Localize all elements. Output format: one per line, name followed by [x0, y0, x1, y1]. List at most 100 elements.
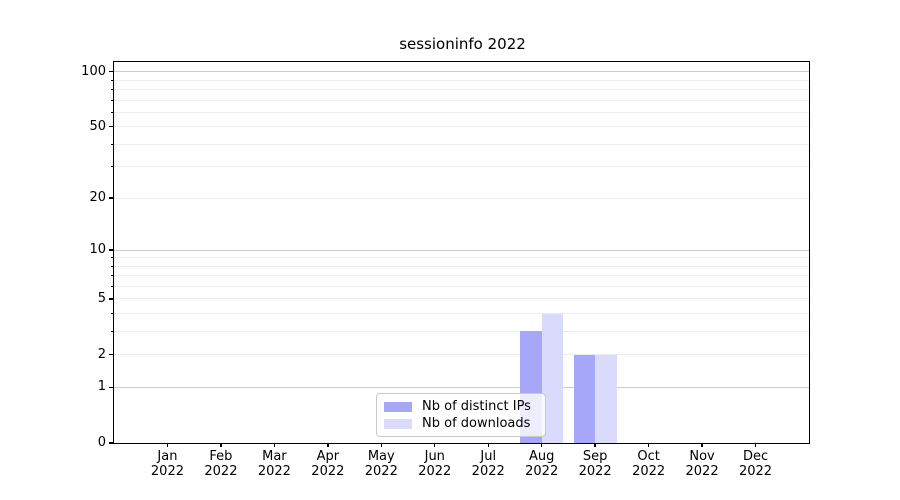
minor-gridline-8 — [114, 265, 809, 267]
y-tick-label-2: 2 — [97, 346, 106, 362]
y-tick-label-1: 1 — [97, 379, 106, 395]
x-tick-label-line: Oct — [637, 449, 660, 464]
legend-label-downloads: Nb of downloads — [422, 416, 531, 431]
bar-nb-of-downloads-sep-2022 — [595, 354, 617, 443]
x-tick-label-line: Apr — [316, 449, 340, 464]
x-tick-may-2022 — [380, 443, 382, 447]
y-minor-tick-30 — [111, 166, 113, 168]
x-tick-dec-2022 — [754, 443, 757, 447]
major-gridline-10 — [114, 249, 809, 251]
x-tick-label-line: 2022 — [257, 464, 291, 479]
y-minor-tick-6 — [111, 285, 113, 287]
minor-gridline-2 — [114, 354, 809, 356]
x-tick-label-line: 2022 — [204, 464, 238, 479]
y-tick-label-5: 5 — [97, 290, 106, 306]
x-tick-jul-2022 — [487, 443, 489, 447]
x-tick-aug-2022 — [540, 443, 543, 447]
x-tick-label-line: Nov — [689, 449, 715, 464]
y-tick-label-10: 10 — [89, 242, 106, 258]
x-tick-label-line: 2022 — [685, 464, 719, 479]
x-tick-label-line: Mar — [262, 449, 287, 464]
minor-gridline-50 — [114, 126, 809, 128]
legend-label-distinct-ips: Nb of distinct IPs — [422, 399, 531, 414]
y-minor-tick-70 — [111, 99, 113, 101]
y-tick-20 — [109, 197, 113, 199]
x-tick-label-line: Jul — [480, 449, 497, 464]
minor-gridline-3 — [114, 330, 809, 332]
x-tick-label-line: Feb — [209, 449, 233, 464]
bar-nb-of-downloads-aug-2022 — [541, 313, 564, 443]
y-minor-tick-60 — [111, 111, 113, 113]
x-tick-sep-2022 — [594, 443, 596, 447]
major-gridline-100 — [114, 71, 809, 73]
legend-swatch-downloads-icon — [384, 418, 412, 429]
x-tick-label-jun-2022: Jun 2022 — [404, 449, 466, 479]
minor-gridline-9 — [114, 257, 809, 259]
x-tick-jan-2022 — [166, 443, 169, 447]
y-tick-label-50: 50 — [89, 118, 106, 134]
x-tick-label-line: May — [367, 449, 395, 464]
y-tick-50 — [109, 126, 113, 128]
x-tick-label-line: Dec — [742, 449, 769, 464]
x-tick-oct-2022 — [647, 443, 650, 447]
x-tick-label-line: Jan — [157, 449, 178, 464]
y-tick-10 — [109, 249, 113, 251]
x-tick-apr-2022 — [327, 443, 329, 447]
y-tick-label-100: 100 — [81, 63, 106, 79]
x-tick-label-sep-2022: Sep 2022 — [564, 449, 626, 479]
x-tick-label-line: 2022 — [364, 464, 398, 479]
minor-gridline-60 — [114, 111, 809, 113]
y-minor-tick-40 — [111, 143, 113, 145]
minor-gridline-40 — [114, 143, 809, 145]
legend-item-downloads: Nb of downloads — [384, 417, 538, 430]
y-tick-2 — [109, 353, 113, 356]
legend-swatch-distinct-ips-icon — [384, 401, 412, 412]
y-minor-tick-9 — [111, 257, 113, 259]
chart-title: sessioninfo 2022 — [399, 35, 526, 53]
x-tick-label-jul-2022: Jul 2022 — [457, 449, 519, 479]
x-tick-label-aug-2022: Aug 2022 — [511, 449, 573, 479]
minor-gridline-20 — [114, 197, 809, 199]
x-tick-label-feb-2022: Feb 2022 — [190, 449, 252, 479]
minor-gridline-80 — [114, 88, 809, 90]
minor-gridline-90 — [114, 79, 809, 81]
minor-gridline-4 — [114, 313, 809, 315]
x-tick-label-line: 2022 — [578, 464, 612, 479]
x-tick-label-line: 2022 — [150, 464, 184, 479]
x-tick-label-nov-2022: Nov 2022 — [671, 449, 733, 479]
minor-gridline-30 — [114, 166, 809, 168]
x-tick-label-line: 2022 — [418, 464, 452, 479]
y-minor-tick-8 — [111, 265, 113, 267]
x-tick-feb-2022 — [220, 443, 222, 447]
x-tick-label-line: Jun — [424, 449, 445, 464]
y-minor-tick-7 — [111, 275, 113, 277]
y-minor-tick-3 — [111, 330, 113, 332]
minor-gridline-5 — [114, 298, 809, 300]
x-tick-label-line: 2022 — [311, 464, 345, 479]
major-gridline-1 — [114, 386, 809, 388]
x-tick-label-line: 2022 — [525, 464, 559, 479]
x-tick-label-line: Sep — [582, 449, 608, 464]
x-tick-nov-2022 — [701, 443, 703, 447]
minor-gridline-7 — [114, 275, 809, 277]
y-tick-label-0: 0 — [97, 435, 106, 450]
minor-gridline-70 — [114, 99, 809, 101]
y-minor-tick-80 — [111, 88, 113, 90]
legend: Nb of distinct IPs Nb of downloads — [376, 393, 546, 437]
x-tick-label-line: Aug — [528, 449, 555, 464]
y-tick-1 — [109, 386, 113, 388]
x-tick-label-mar-2022: Mar 2022 — [243, 449, 305, 479]
x-tick-mar-2022 — [273, 443, 276, 447]
y-tick-100 — [109, 71, 113, 73]
y-tick-5 — [109, 298, 113, 300]
x-tick-label-dec-2022: Dec 2022 — [725, 449, 787, 479]
x-tick-label-may-2022: May 2022 — [350, 449, 412, 479]
x-tick-label-line: 2022 — [471, 464, 505, 479]
y-minor-tick-4 — [111, 313, 113, 315]
plot-area: Nb of distinct IPs Nb of downloads 0 1 2 5 1… — [81, 61, 810, 479]
x-tick-label-line: 2022 — [738, 464, 773, 479]
legend-item-distinct-ips: Nb of distinct IPs — [384, 400, 538, 413]
bar-nb-of-distinct-ips-sep-2022 — [573, 354, 596, 443]
x-tick-jun-2022 — [434, 443, 436, 447]
